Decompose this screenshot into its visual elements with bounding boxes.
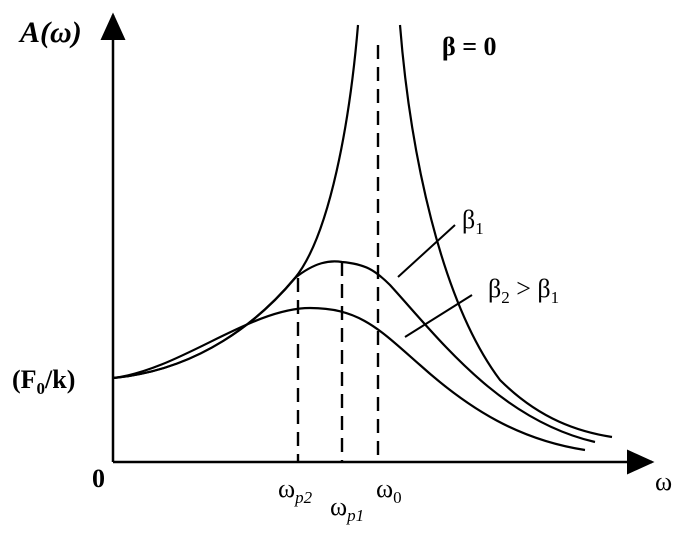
text: ω [376,474,393,503]
pointer [397,224,456,278]
y-label: A(ω) [18,16,82,49]
text: 0 [37,379,46,398]
beta0-label: β = 0 [442,32,497,61]
curve-beta0-right [398,24,613,439]
text: (F [12,365,37,394]
text: > β [510,274,551,303]
text: ω [278,474,295,503]
omega-0-label: ω0 [376,474,402,507]
beta2-label: β2 > β1 [488,274,559,307]
text: /k) [44,365,75,394]
omega-p1-label: ωp1 [330,492,364,525]
text: p1 [346,506,364,525]
text: 1 [551,288,560,307]
origin: 0 [92,464,105,493]
omega-p2-label: ωp2 [278,474,313,507]
curve-beta2 [112,306,586,452]
text: 2 [501,288,510,307]
text: β [488,274,501,303]
text: 1 [475,219,484,238]
text: β [462,205,475,234]
text: ω [330,492,347,521]
beta1-label: β1 [462,205,484,238]
pointer [404,294,473,338]
text: 0 [393,488,402,507]
curve-beta0-left [112,24,360,380]
intercept-label: (F0/k) [12,365,75,398]
text: p2 [294,488,313,507]
x-label: ω [655,467,672,496]
